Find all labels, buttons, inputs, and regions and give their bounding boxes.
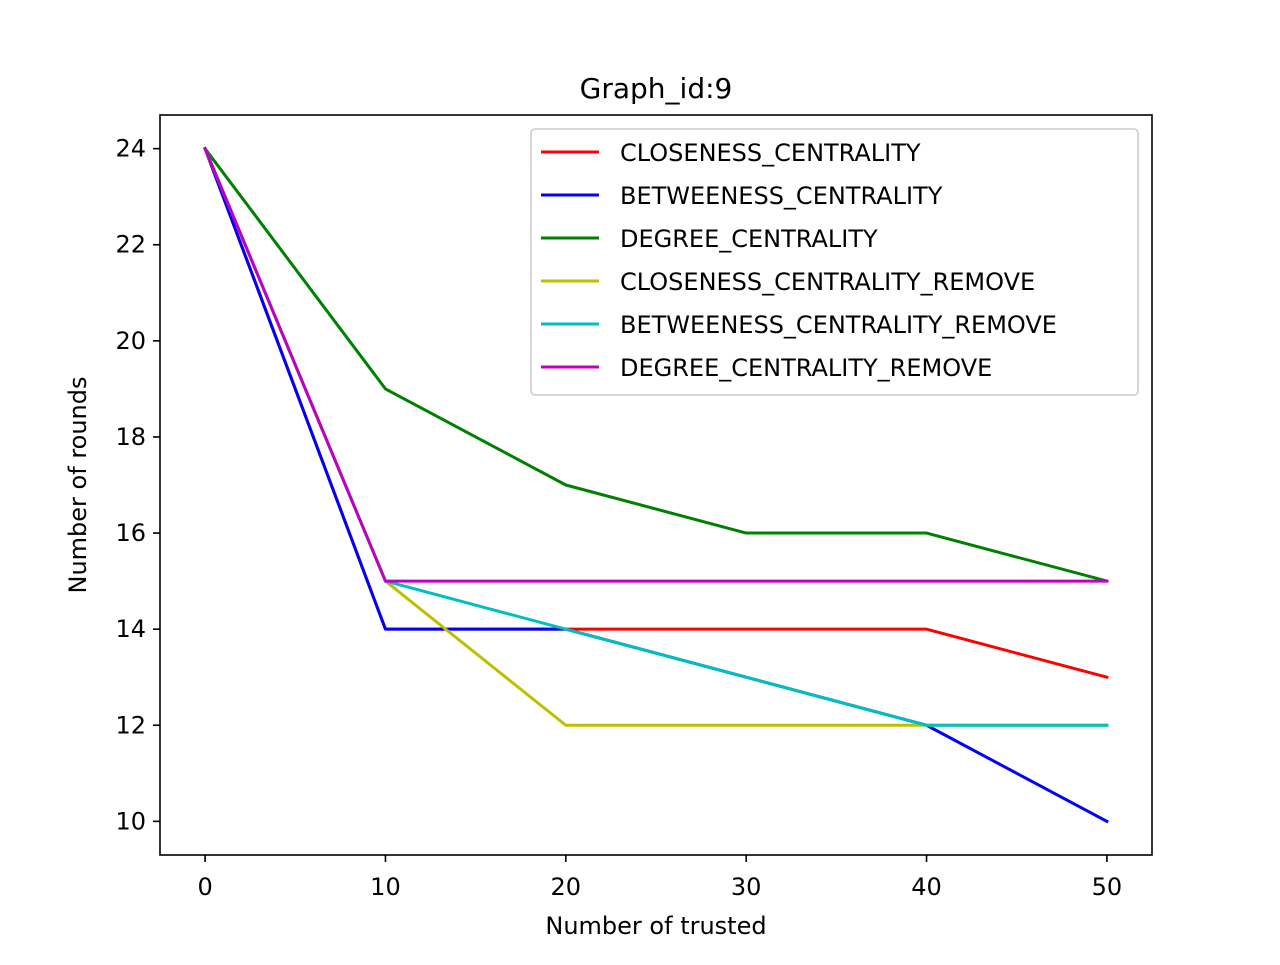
legend-box: [530, 128, 1139, 396]
axes-frame: [159, 114, 1153, 856]
y-tick-label: 12: [115, 711, 146, 739]
legend-label-1: CLOSENESS_CENTRALITY: [620, 139, 921, 167]
legend-label-3: DEGREE_CENTRALITY: [620, 225, 878, 253]
x-tick-label: 0: [197, 873, 212, 901]
x-tick-label: 10: [370, 873, 401, 901]
x-tick-label: 30: [731, 873, 762, 901]
y-axis-label: Number of rounds: [64, 377, 92, 594]
y-tick-label: 20: [115, 327, 146, 355]
y-tick-label: 18: [115, 423, 146, 451]
legend-label-2: BETWEENESS_CENTRALITY: [620, 182, 943, 210]
y-tick-label: 16: [115, 519, 146, 547]
x-tick-label: 50: [1092, 873, 1123, 901]
y-tick-label: 24: [115, 135, 146, 163]
legend-label-5: BETWEENESS_CENTRALITY_REMOVE: [620, 311, 1057, 339]
chart-title: Graph_id:9: [580, 72, 733, 105]
plot-area: 0 10 20 30 40 50 10 12 14 16 18 20 22 24: [115, 114, 1153, 901]
series-line-3: [202, 146, 1109, 583]
y-tick-label: 22: [115, 231, 146, 259]
legend-label-6: DEGREE_CENTRALITY_REMOVE: [620, 354, 992, 382]
x-axis-label: Number of trusted: [545, 912, 766, 940]
x-tick-label: 40: [911, 873, 942, 901]
legend-label-4: CLOSENESS_CENTRALITY_REMOVE: [620, 268, 1035, 296]
legend: CLOSENESS_CENTRALITY BETWEENESS_CENTRALIT…: [530, 128, 1139, 396]
x-tick-label: 20: [551, 873, 582, 901]
y-tick-label: 14: [115, 615, 146, 643]
series-line-6: [203, 146, 1109, 583]
y-tick-label: 10: [115, 807, 146, 835]
